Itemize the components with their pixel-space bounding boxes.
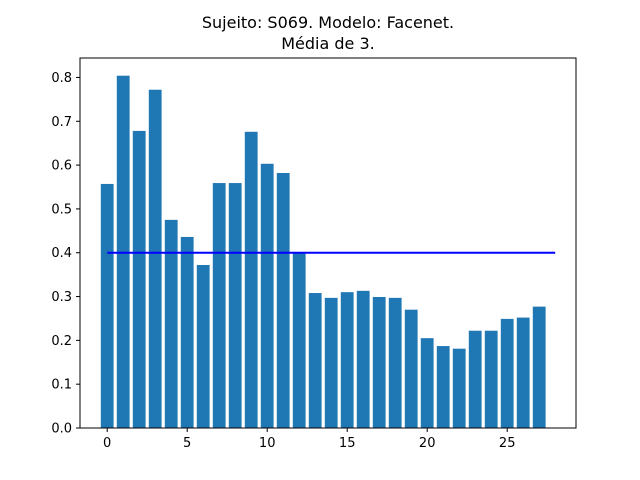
bars-group [100, 75, 546, 428]
bar-2 [132, 130, 146, 428]
bar-19 [404, 309, 418, 428]
x-tick-label-15: 15 [339, 436, 356, 451]
y-tick-label-0.0: 0.0 [51, 422, 72, 437]
plot-frame [79, 57, 577, 429]
y-tick-label-0.3: 0.3 [51, 290, 72, 305]
bar-24 [484, 330, 498, 428]
bar-12 [292, 252, 306, 428]
x-tick-label-10: 10 [259, 436, 276, 451]
bar-21 [436, 346, 450, 428]
bar-5 [180, 236, 194, 428]
y-tick-label-0.5: 0.5 [51, 202, 72, 217]
bar-4 [164, 219, 178, 428]
bar-9 [244, 131, 258, 428]
bar-8 [228, 183, 242, 428]
y-tick-label-0.7: 0.7 [51, 115, 72, 130]
bar-20 [420, 338, 434, 428]
y-tick-label-0.4: 0.4 [51, 246, 72, 261]
bar-16 [356, 290, 370, 428]
bar-11 [276, 172, 290, 428]
bar-14 [324, 297, 338, 428]
bar-26 [516, 317, 530, 428]
bar-25 [500, 318, 514, 428]
y-tick-label-0.6: 0.6 [51, 159, 72, 174]
bar-0 [100, 183, 114, 428]
bar-15 [340, 292, 354, 428]
bar-27 [532, 306, 546, 428]
y-tick-label-0.1: 0.1 [51, 378, 72, 393]
x-axis: 0 5 10 15 20 25 [103, 428, 515, 451]
bar-13 [308, 293, 322, 428]
bar-10 [260, 163, 274, 428]
bar-6 [196, 264, 210, 428]
bar-18 [388, 297, 402, 428]
bar-7 [212, 183, 226, 428]
y-tick-label-0.2: 0.2 [51, 334, 72, 349]
bar-23 [468, 330, 482, 428]
x-tick-label-20: 20 [419, 436, 436, 451]
y-axis: 0.0 0.1 0.2 0.3 0.4 0.5 0.6 0.7 0.8 [51, 71, 80, 437]
x-tick-label-0: 0 [103, 436, 111, 451]
x-tick-label-5: 5 [183, 436, 191, 451]
x-tick-label-25: 25 [499, 436, 516, 451]
bar-17 [372, 296, 386, 428]
y-tick-label-0.8: 0.8 [51, 71, 72, 86]
chart-title-line-2: Média de 3. [281, 34, 375, 53]
bar-22 [452, 348, 466, 428]
bar-3 [148, 89, 162, 428]
chart-title-line-1: Sujeito: S069. Modelo: Facenet. [202, 13, 454, 32]
